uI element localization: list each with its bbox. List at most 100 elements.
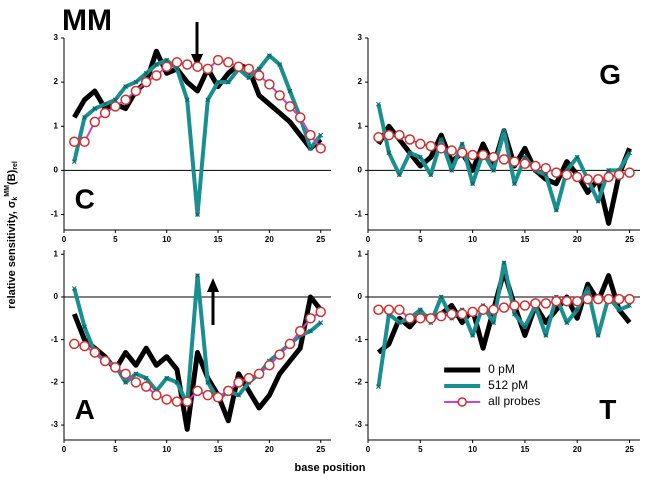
point [236,392,241,398]
point [595,333,601,338]
point [613,293,625,305]
point [425,140,437,152]
point [243,63,255,75]
point [551,167,562,178]
point [256,66,262,72]
point [606,168,611,173]
point [397,172,402,178]
legend-label: 512 pM [488,378,528,392]
point [509,300,520,311]
y-tick-label: -3 [51,420,59,429]
point [376,101,381,107]
point [415,138,426,150]
y-label-sub: k [12,197,19,201]
point [459,141,465,147]
point [315,306,326,318]
point [294,325,306,337]
y-tick-label: 0 [358,166,363,175]
x-tick-label: 25 [625,445,634,454]
point [512,181,517,187]
point [530,160,541,172]
x-tick-label: 5 [113,445,118,454]
point [616,307,622,313]
point [205,380,211,385]
point [294,112,306,123]
point [519,158,531,170]
point [425,313,437,324]
panel-label: G [599,59,621,90]
x-tick-label: 15 [214,445,223,454]
point [585,286,591,291]
point [195,273,200,278]
point [143,375,149,381]
point [120,368,131,380]
point [171,57,183,68]
point [315,143,326,154]
y-label-sup: MM [4,185,11,197]
point [215,79,221,85]
panel-label: T [599,394,616,425]
x-tick-label: 10 [468,235,477,244]
point [195,212,200,217]
point [164,375,170,381]
x-axis-label: base position [295,462,366,474]
y-tick-label: 2 [358,77,363,86]
point [415,313,426,324]
y-tick-label: 2 [54,77,59,86]
y-label-end: (B) [6,169,18,185]
point [624,167,635,178]
point [373,304,384,316]
point [498,302,510,313]
point [488,151,499,163]
x-tick-label: 20 [573,445,582,454]
point [428,172,434,178]
point [404,134,416,145]
x-tick-label: 5 [418,235,423,244]
y-tick-label: 1 [358,121,363,130]
point [174,380,180,385]
x-tick-label: 0 [62,235,67,244]
x-tick-label: 0 [62,445,67,454]
point [71,286,77,291]
point [161,394,172,405]
point [540,162,552,174]
point [540,298,552,309]
x-tick-label: 10 [162,235,171,244]
point [456,308,468,320]
point [491,168,496,173]
y-tick-label: 3 [358,33,363,42]
y-tick-label: 1 [54,249,59,258]
point [477,149,489,161]
x-tick-label: 20 [573,235,582,244]
point [519,300,531,311]
panel-label: A [75,394,95,425]
point [99,355,111,367]
point [574,154,580,160]
point [171,396,183,407]
point [394,129,405,141]
point [233,377,244,388]
point [143,70,149,76]
legend-label: all probes [488,394,540,408]
point [417,154,423,160]
point [488,304,499,316]
chart-title: MM [62,4,112,37]
y-tick-label: -1 [51,210,59,219]
point [449,168,455,173]
point [287,88,293,94]
point [192,61,203,72]
y-label-end-sub: rel [12,161,19,170]
point [181,396,193,407]
point [383,129,395,141]
point [417,307,423,313]
point [582,173,593,185]
point [373,132,384,143]
point [571,171,583,183]
point [133,371,139,377]
point [79,136,90,147]
x-tick-label: 10 [162,445,171,454]
y-tick-label: -1 [51,335,59,344]
point [123,84,128,89]
x-tick-label: 5 [418,445,423,454]
y-tick-label: 1 [54,121,59,130]
